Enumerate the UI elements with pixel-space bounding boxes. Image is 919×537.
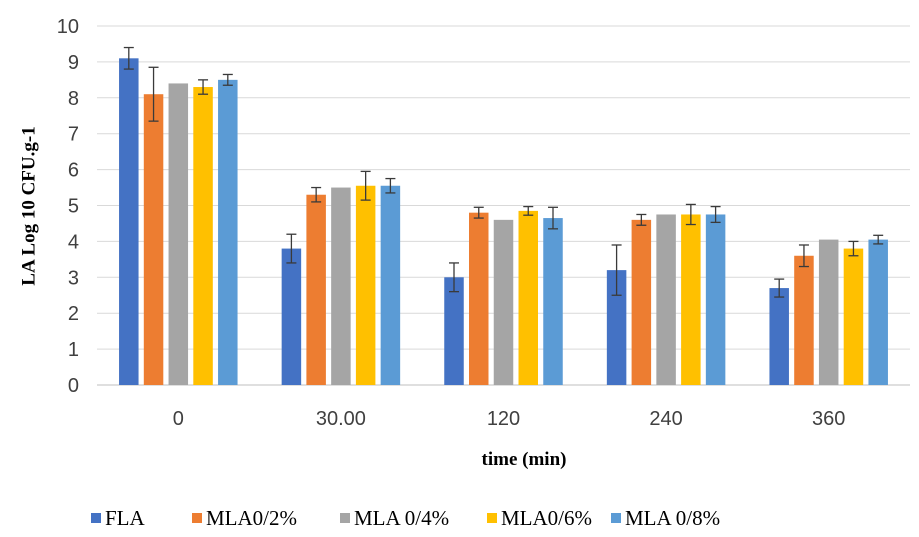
y-tick-label: 1 xyxy=(68,339,79,361)
bar xyxy=(469,212,489,385)
y-tick-labels: 0 1 2 3 4 5 6 7 8 9 10 xyxy=(57,16,79,397)
legend-swatch xyxy=(611,513,621,523)
y-tick-label: 3 xyxy=(68,267,79,289)
bar xyxy=(606,270,627,385)
y-axis-title: LA Log 10 CFU.g-1 xyxy=(18,126,39,285)
y-tick-label: 6 xyxy=(68,160,79,182)
bar xyxy=(794,255,814,385)
bar xyxy=(168,83,189,385)
bar xyxy=(143,94,164,386)
bars xyxy=(119,58,888,386)
bar xyxy=(769,288,789,385)
bar xyxy=(331,187,351,385)
x-tick-label: 30.00 xyxy=(316,408,366,430)
bar xyxy=(518,210,538,385)
legend: FLA MLA0/2% MLA 0/4% MLA0/6% MLA 0/8% xyxy=(91,506,720,530)
bar xyxy=(818,239,839,385)
y-tick-label: 5 xyxy=(68,196,79,218)
bar xyxy=(218,79,238,385)
legend-label: MLA 0/4% xyxy=(354,506,449,530)
bar xyxy=(444,277,464,385)
x-tick-label: 360 xyxy=(812,408,845,430)
legend-swatch xyxy=(192,513,202,523)
y-tick-label: 9 xyxy=(68,52,79,74)
x-tick-label: 240 xyxy=(649,408,682,430)
legend-label: MLA0/6% xyxy=(501,506,592,530)
x-tick-label: 120 xyxy=(487,408,520,430)
bar xyxy=(681,214,701,385)
legend-swatch xyxy=(487,513,497,523)
bar xyxy=(705,214,726,385)
bar xyxy=(631,219,652,385)
x-tick-label: 0 xyxy=(173,408,184,430)
bar xyxy=(493,219,514,385)
x-tick-labels: 0 30.00 120 240 360 xyxy=(173,408,846,430)
bar xyxy=(281,248,302,385)
bar xyxy=(543,218,563,385)
y-tick-label: 2 xyxy=(68,303,79,325)
legend-swatch xyxy=(91,513,101,523)
bar xyxy=(119,58,139,386)
x-axis-title: time (min) xyxy=(482,449,567,470)
bar xyxy=(843,248,864,385)
bar xyxy=(306,194,326,385)
y-tick-label: 4 xyxy=(68,231,79,253)
bar xyxy=(355,185,376,385)
y-tick-label: 10 xyxy=(57,16,79,38)
y-tick-label: 8 xyxy=(68,88,79,110)
bar xyxy=(656,214,676,385)
y-tick-label: 7 xyxy=(68,124,79,146)
bar xyxy=(868,239,888,385)
legend-label: MLA0/2% xyxy=(206,506,297,530)
legend-label: MLA 0/8% xyxy=(625,506,720,530)
y-tick-label: 0 xyxy=(68,375,79,397)
legend-swatch xyxy=(340,513,350,523)
bar xyxy=(193,87,213,385)
bar xyxy=(380,185,401,385)
error-bars xyxy=(123,46,884,298)
legend-label: FLA xyxy=(105,506,146,530)
